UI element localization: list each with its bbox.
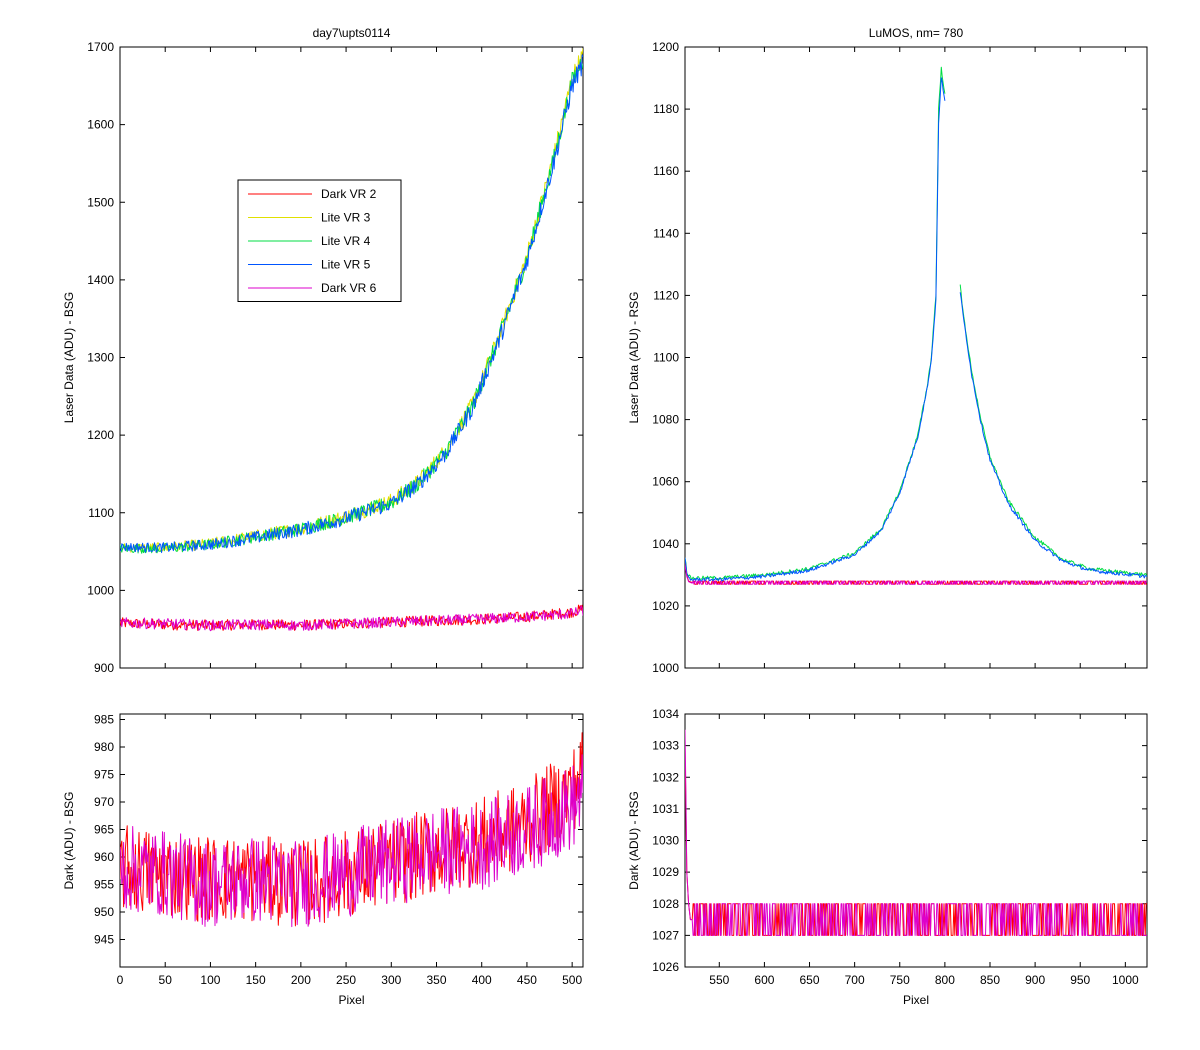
y-axis-label: Dark (ADU) - BSG xyxy=(62,791,76,889)
x-tick-label: 200 xyxy=(291,973,311,987)
y-tick-label: 1027 xyxy=(652,928,679,942)
y-tick-label: 980 xyxy=(94,740,114,754)
x-tick-label: 350 xyxy=(426,973,446,987)
legend-entry-lite-vr-5: Lite VR 5 xyxy=(321,258,371,272)
series-group xyxy=(120,48,583,632)
y-tick-label: 1500 xyxy=(87,195,114,209)
series-line-lite-vr-5 xyxy=(959,292,1147,579)
y-tick-label: 1033 xyxy=(652,739,679,753)
chart-title: day7\upts0114 xyxy=(313,26,391,40)
x-tick-label: 400 xyxy=(472,973,492,987)
series-line-dark-vr-6 xyxy=(120,605,583,632)
series-group xyxy=(685,66,1147,585)
x-tick-label: 700 xyxy=(845,973,865,987)
x-tick-label: 1000 xyxy=(1112,973,1139,987)
x-tick-label: 150 xyxy=(246,973,266,987)
legend: Dark VR 2 Lite VR 3 Lite VR 4 Lite VR 5 Dark… xyxy=(237,179,402,302)
y-tick-label: 1700 xyxy=(87,40,114,54)
y-tick-label: 1180 xyxy=(653,102,679,116)
series-line-dark-vr-6 xyxy=(120,754,583,928)
y-tick-label: 1031 xyxy=(652,802,679,816)
plot-frame xyxy=(119,713,584,968)
panel-bottom-left-bsg-dark: 0 50 100 150 200 250 300 350 400 450 500 945 950 955 9… xyxy=(62,713,584,1007)
y-tick-label: 1200 xyxy=(87,428,114,442)
y-tick-label: 1026 xyxy=(652,960,679,974)
y-tick-label: 1040 xyxy=(652,537,679,551)
series-group xyxy=(685,729,1147,936)
y-tick-label: 1032 xyxy=(652,770,679,784)
y-tick-label: 1080 xyxy=(652,413,679,427)
x-tick-label: 850 xyxy=(980,973,1000,987)
x-tick-label: 550 xyxy=(709,973,729,987)
series-line-lite-vr-4 xyxy=(685,66,946,580)
x-tick-label: 250 xyxy=(336,973,356,987)
x-tick-label: 450 xyxy=(517,973,537,987)
legend-entry-lite-vr-4: Lite VR 4 xyxy=(321,234,371,248)
x-tick-label: 600 xyxy=(754,973,774,987)
y-axis-label: Laser Data (ADU) - RSG xyxy=(627,291,641,423)
legend-entry-lite-vr-3: Lite VR 3 xyxy=(321,211,371,225)
x-tick-label: 50 xyxy=(159,973,173,987)
y-axis-label: Laser Data (ADU) - BSG xyxy=(62,292,76,423)
y-tick-label: 1300 xyxy=(87,351,114,365)
x-tick-label: 300 xyxy=(381,973,401,987)
x-tick-label: 900 xyxy=(1025,973,1045,987)
y-tick-label: 1030 xyxy=(652,834,679,848)
panel-top-right-rsg-laser: 1000 1020 1040 1060 1080 1100 1120 1140 1160 1180… xyxy=(627,26,1148,675)
y-tick-label: 965 xyxy=(94,823,114,837)
y-tick-label: 1140 xyxy=(653,226,679,240)
y-tick-label: 900 xyxy=(94,661,114,675)
y-tick-label: 1400 xyxy=(87,273,114,287)
legend-entry-dark-vr-6: Dark VR 6 xyxy=(321,281,377,295)
y-tick-label: 1000 xyxy=(652,661,679,675)
y-tick-label: 945 xyxy=(94,933,114,947)
series-line-lite-vr-5 xyxy=(120,54,583,554)
y-tick-label: 1029 xyxy=(652,865,679,879)
y-tick-label: 970 xyxy=(94,795,114,809)
series-line-dark-vr-6 xyxy=(685,729,1147,936)
y-tick-label: 1160 xyxy=(653,164,679,178)
y-tick-label: 950 xyxy=(94,905,114,919)
x-axis-label: Pixel xyxy=(903,993,929,1007)
y-tick-label: 1120 xyxy=(653,288,679,302)
y-tick-label: 1000 xyxy=(87,583,114,597)
panel-bottom-right-rsg-dark: 550 600 650 700 750 800 850 900 950 1000 1026 1027 1… xyxy=(627,707,1148,1007)
y-tick-label: 1100 xyxy=(88,506,114,520)
x-tick-label: 950 xyxy=(1070,973,1090,987)
y-tick-label: 985 xyxy=(94,713,114,727)
x-tick-label: 500 xyxy=(562,973,582,987)
y-tick-label: 975 xyxy=(94,768,114,782)
series-line-dark-vr-6 xyxy=(685,565,1147,585)
x-tick-label: 0 xyxy=(117,973,124,987)
panel-top-left-bsg-laser: 900 1000 1100 1200 1300 1400 1500 1600 1700 day7\… xyxy=(62,26,584,675)
y-tick-label: 1028 xyxy=(652,897,679,911)
series-group xyxy=(120,732,583,928)
y-tick-label: 1200 xyxy=(652,40,679,54)
legend-entry-dark-vr-2: Dark VR 2 xyxy=(321,187,377,201)
x-tick-label: 800 xyxy=(935,973,955,987)
y-tick-label: 1600 xyxy=(87,118,114,132)
y-tick-label: 1034 xyxy=(652,707,679,721)
x-axis-label: Pixel xyxy=(338,993,364,1007)
x-tick-label: 650 xyxy=(800,973,820,987)
y-tick-label: 955 xyxy=(94,878,114,892)
chart-title: LuMOS, nm= 780 xyxy=(869,26,964,40)
series-line-lite-vr-5 xyxy=(685,77,946,582)
y-tick-label: 960 xyxy=(94,850,114,864)
y-tick-label: 1060 xyxy=(652,475,679,489)
x-tick-label: 750 xyxy=(890,973,910,987)
y-tick-label: 1020 xyxy=(652,599,679,613)
plot-frame xyxy=(119,46,584,669)
y-axis-label: Dark (ADU) - RSG xyxy=(627,791,641,890)
series-line-lite-vr-4 xyxy=(120,58,583,554)
x-tick-label: 100 xyxy=(200,973,220,987)
y-tick-label: 1100 xyxy=(653,351,679,365)
series-line-lite-vr-4 xyxy=(959,284,1147,577)
